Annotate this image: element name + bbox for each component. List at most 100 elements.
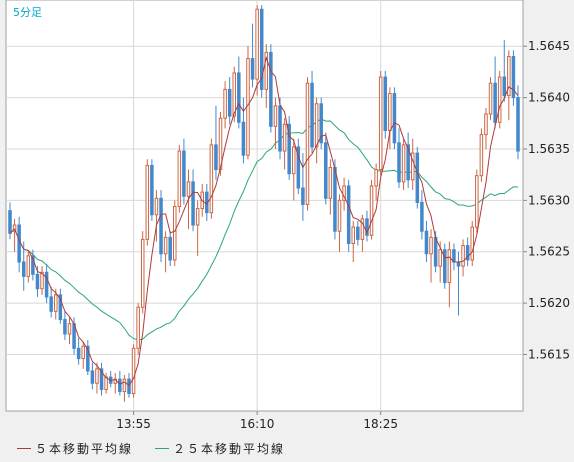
candle-up	[218, 117, 223, 171]
candle-down	[465, 245, 470, 261]
legend-item-ma5: ５本移動平均線	[17, 440, 133, 457]
candle-up	[140, 238, 145, 308]
candle-down	[310, 82, 314, 148]
candle-up	[273, 105, 278, 127]
ma25-line	[9, 118, 519, 341]
candle-up	[154, 197, 159, 216]
ma5-line	[9, 55, 519, 387]
candle-down	[424, 230, 429, 255]
price-chart[interactable]: 1.5645 1.5640 1.5635 1.5630 1.5625 1.5620 1.56…	[0, 0, 574, 434]
candle-down	[324, 142, 328, 199]
y-tick-label: 1.5625	[528, 245, 570, 259]
y-tick-label: 1.5630	[528, 193, 570, 207]
candle-down	[227, 88, 232, 117]
candle-up	[282, 123, 287, 152]
candle-down	[159, 197, 163, 255]
candle-down	[333, 166, 337, 232]
candle-up	[447, 249, 452, 284]
candle-down	[118, 378, 122, 392]
candle-down	[31, 255, 35, 275]
candle-up	[40, 271, 44, 290]
candle-up	[337, 199, 342, 232]
legend-label-ma5: ５本移動平均線	[35, 442, 134, 456]
candle-down	[214, 144, 218, 171]
candle-down	[191, 181, 195, 226]
candle-down	[168, 236, 172, 261]
candle-down	[456, 261, 461, 267]
candle-down	[237, 72, 241, 123]
candle-down	[35, 273, 40, 290]
candle-down	[17, 224, 21, 263]
candle-up	[328, 166, 333, 199]
candlestick-chart-svg[interactable]: 1.5645 1.5640 1.5635 1.5630 1.5625 1.5620 1.56…	[0, 0, 574, 434]
candle-up	[209, 144, 214, 214]
candle-down	[443, 249, 447, 284]
y-tick-label: 1.5640	[528, 91, 570, 105]
ma25-line-layer	[9, 118, 519, 341]
candle-down	[392, 93, 397, 144]
candle-down	[301, 187, 305, 205]
candle-up	[429, 236, 433, 255]
candle-down	[511, 56, 516, 99]
candles-layer	[8, 5, 520, 402]
candle-up	[122, 378, 127, 392]
candle-down	[356, 226, 360, 240]
candle-down	[383, 76, 388, 131]
candle-up	[255, 8, 259, 80]
candle-up	[351, 226, 356, 245]
legend-item-ma25: ２５本移動平均線	[155, 440, 285, 457]
candle-up	[410, 152, 415, 181]
candle-up	[369, 185, 374, 236]
candle-up	[232, 72, 237, 117]
candle-up	[484, 113, 488, 136]
candle-up	[374, 169, 378, 187]
candle-up	[67, 323, 72, 335]
x-tick-label: 18:25	[363, 417, 398, 431]
candle-up	[438, 249, 442, 267]
candle-up	[314, 103, 319, 148]
candle-up	[342, 185, 346, 201]
candle-down	[319, 103, 323, 144]
candle-down	[493, 82, 497, 123]
candle-down	[86, 345, 90, 372]
candle-down	[150, 164, 154, 216]
x-axis: 13:55 16:10 18:25	[116, 411, 398, 431]
candle-down	[90, 370, 95, 384]
candle-up	[378, 76, 383, 171]
plot-area[interactable]	[5, 0, 524, 412]
candle-down	[269, 51, 273, 127]
grid-lines	[6, 0, 523, 411]
candle-up	[479, 134, 484, 177]
candle-down	[365, 218, 369, 236]
candle-up	[360, 218, 365, 240]
candle-up	[186, 181, 191, 197]
candle-up	[475, 175, 479, 228]
candle-down	[76, 347, 81, 360]
candle-down	[415, 152, 420, 203]
candle-down	[516, 97, 520, 152]
ma25-swatch	[155, 448, 169, 449]
candle-up	[223, 88, 227, 119]
candle-down	[259, 8, 264, 90]
candle-up	[388, 93, 392, 131]
candle-down	[182, 150, 186, 197]
candle-down	[58, 294, 63, 321]
candle-down	[49, 296, 53, 312]
y-tick-label: 1.5635	[528, 142, 570, 156]
candle-down	[433, 236, 438, 267]
candle-up	[195, 208, 200, 226]
ma5-line-layer	[9, 55, 519, 387]
candle-down	[452, 249, 456, 263]
y-tick-label: 1.5620	[528, 296, 570, 310]
candle-down	[44, 271, 49, 298]
candle-up	[177, 150, 182, 208]
candle-up	[461, 245, 465, 267]
candle-down	[346, 185, 351, 245]
candle-up	[12, 224, 17, 232]
candle-down	[99, 368, 104, 390]
candle-down	[63, 319, 67, 335]
y-tick-label: 1.5645	[528, 39, 570, 53]
candle-up	[95, 368, 99, 384]
candle-up	[497, 76, 502, 123]
candle-up	[54, 294, 58, 312]
